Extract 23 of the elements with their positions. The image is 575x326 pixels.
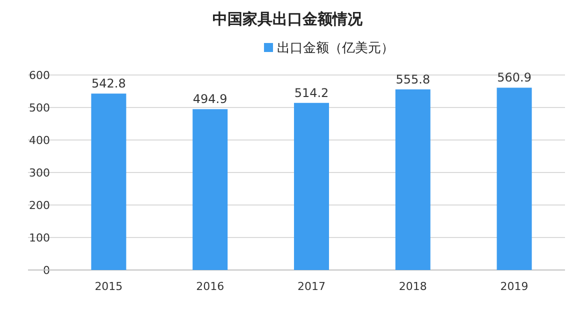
data-label: 514.2: [294, 86, 329, 100]
data-label: 542.8: [92, 76, 126, 91]
y-tick-label: 200: [29, 199, 50, 212]
y-tick-label: 600: [29, 69, 50, 82]
x-tick-label: 2017: [298, 280, 326, 293]
bar: [192, 109, 228, 270]
x-tick-label: 2015: [94, 280, 123, 293]
data-label: 560.9: [497, 70, 532, 85]
chart-title: 中国家具出口金额情况: [212, 10, 364, 28]
y-tick-label: 400: [29, 134, 50, 147]
bar: [496, 88, 532, 270]
bar: [294, 102, 329, 270]
y-tick-label: 300: [29, 166, 50, 180]
y-tick-label: 500: [29, 102, 50, 114]
bar: [91, 94, 126, 270]
legend-label: 出口金额（亿美元）: [277, 40, 394, 56]
x-tick-label: 2018: [398, 280, 427, 293]
x-tick-label: 2016: [196, 280, 224, 293]
data-label: 494.9: [192, 92, 228, 106]
bar: [395, 89, 430, 270]
y-tick-label: 100: [29, 232, 50, 244]
data-label: 555.8: [396, 72, 430, 86]
x-tick-label: 2019: [500, 280, 528, 293]
